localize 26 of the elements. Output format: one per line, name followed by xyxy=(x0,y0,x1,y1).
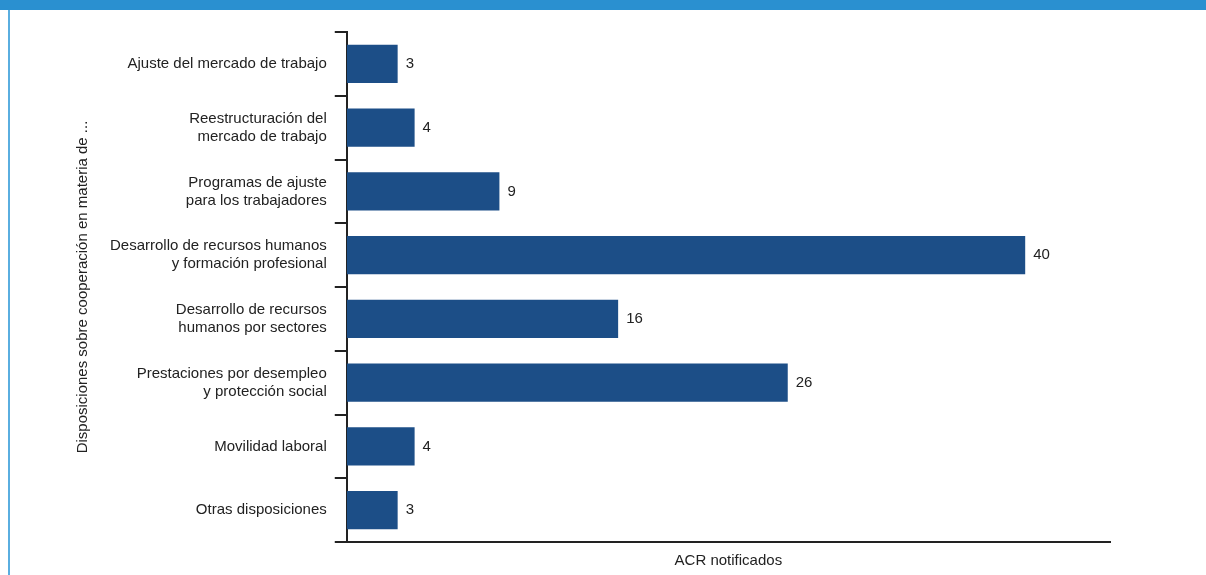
y-tick-label: Desarrollo de recursos humanos por sectores xyxy=(175,300,327,336)
data-label: 4 xyxy=(422,117,431,135)
y-tick-label: Otras disposiciones xyxy=(195,500,327,518)
x-axis-title: ACR notificados xyxy=(674,551,783,569)
bar xyxy=(346,108,415,147)
y-tick-label: Movilidad laboral xyxy=(214,436,327,454)
bar xyxy=(346,363,788,402)
y-tick-label: Desarrollo de recursos humanos y formación profesional xyxy=(109,236,327,272)
data-label: 4 xyxy=(422,436,431,454)
data-label: 3 xyxy=(405,500,414,518)
data-label: 16 xyxy=(626,309,643,327)
bar xyxy=(346,491,398,530)
bar xyxy=(346,299,619,338)
bar xyxy=(346,236,1026,275)
data-label: 40 xyxy=(1033,245,1050,263)
data-label: 9 xyxy=(507,181,516,199)
y-tick-label: Reestructuración del mercado de trabajo xyxy=(189,108,327,144)
y-tick-label: Ajuste del mercado de trabajo xyxy=(127,54,327,72)
bar xyxy=(346,44,398,83)
bar xyxy=(346,172,500,211)
y-axis-title: Disposiciones sobre cooperación en materia de ... xyxy=(73,120,91,454)
y-tick-label: Prestaciones por desempleo y protección social xyxy=(136,363,327,399)
y-tick-label: Programas de ajuste para los trabajadores xyxy=(185,172,327,208)
bar xyxy=(346,427,415,466)
data-label: 3 xyxy=(405,54,414,72)
data-label: 26 xyxy=(795,372,813,390)
